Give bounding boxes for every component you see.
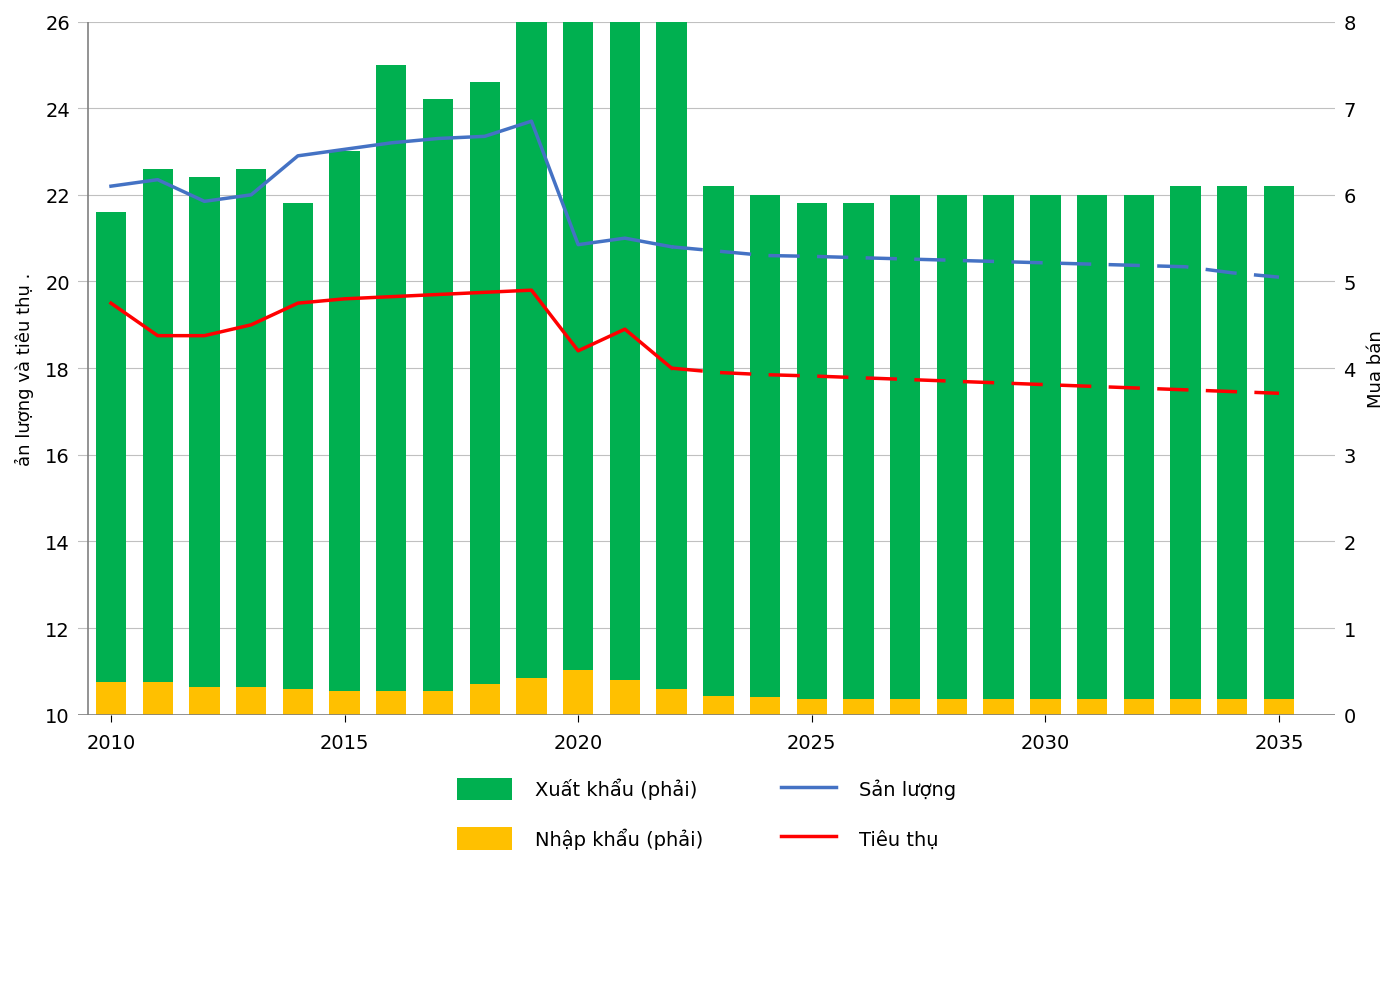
Bar <box>657 689 687 715</box>
Bar <box>377 691 406 715</box>
Bar <box>469 83 500 715</box>
Bar <box>610 0 640 715</box>
Legend: Xuất khẩu (phải), Nhập khẩu (phải), Sản lượng, Tiêu thụ: Xuất khẩu (phải), Nhập khẩu (phải), Sản … <box>449 770 963 858</box>
Bar <box>1077 699 1107 715</box>
Bar <box>563 0 594 715</box>
Bar <box>937 699 967 715</box>
Bar <box>143 170 172 715</box>
Bar <box>1264 187 1294 715</box>
Bar <box>983 699 1014 715</box>
Bar <box>843 204 874 715</box>
Bar <box>469 685 500 715</box>
Y-axis label: ản lượng và tiêu thụ .: ản lượng và tiêu thụ . <box>15 272 34 465</box>
Y-axis label: Mua bán: Mua bán <box>1366 330 1385 407</box>
Bar <box>563 670 594 715</box>
Bar <box>283 204 314 715</box>
Bar <box>1030 195 1061 715</box>
Bar <box>423 101 454 715</box>
Bar <box>890 195 920 715</box>
Bar <box>283 689 314 715</box>
Bar <box>95 213 126 715</box>
Bar <box>237 170 266 715</box>
Bar <box>95 682 126 715</box>
Bar <box>1170 187 1201 715</box>
Bar <box>797 699 827 715</box>
Bar <box>1170 699 1201 715</box>
Bar <box>377 66 406 715</box>
Bar <box>703 696 734 715</box>
Bar <box>1030 699 1061 715</box>
Bar <box>750 195 780 715</box>
Bar <box>517 0 546 715</box>
Bar <box>189 178 220 715</box>
Bar <box>797 204 827 715</box>
Bar <box>189 687 220 715</box>
Bar <box>329 691 360 715</box>
Bar <box>1124 195 1154 715</box>
Bar <box>750 698 780 715</box>
Bar <box>1217 187 1247 715</box>
Bar <box>143 682 172 715</box>
Bar <box>1264 699 1294 715</box>
Bar <box>890 699 920 715</box>
Bar <box>703 187 734 715</box>
Bar <box>517 678 546 715</box>
Bar <box>1217 699 1247 715</box>
Bar <box>1124 699 1154 715</box>
Bar <box>423 691 454 715</box>
Bar <box>1077 195 1107 715</box>
Bar <box>937 195 967 715</box>
Bar <box>657 23 687 715</box>
Bar <box>843 699 874 715</box>
Bar <box>329 153 360 715</box>
Bar <box>983 195 1014 715</box>
Bar <box>610 680 640 715</box>
Bar <box>237 687 266 715</box>
